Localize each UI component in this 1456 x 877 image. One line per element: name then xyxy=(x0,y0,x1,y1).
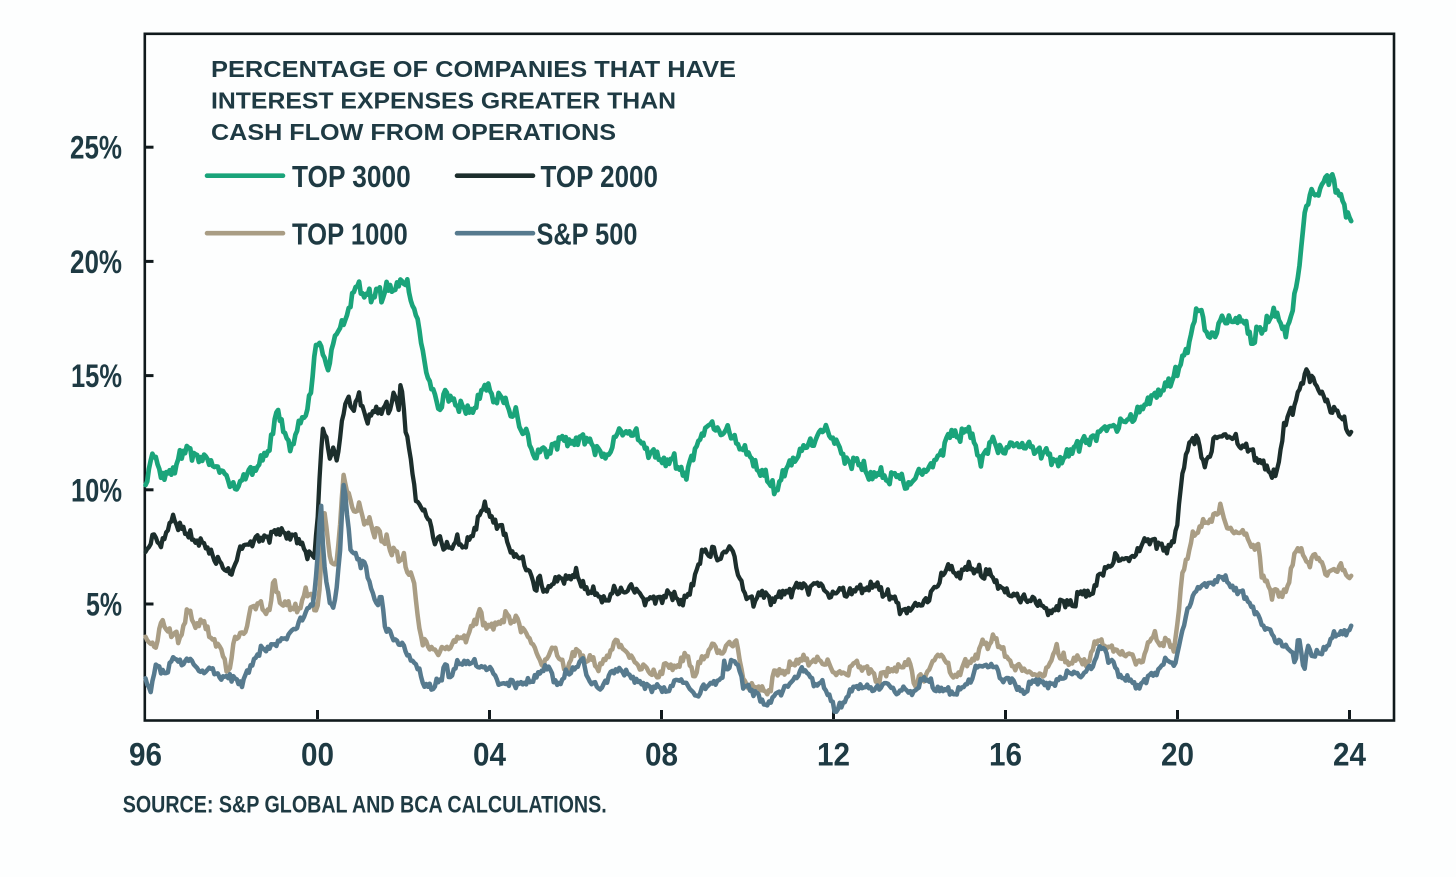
svg-text:25%: 25% xyxy=(70,130,122,166)
svg-text:12: 12 xyxy=(817,737,850,773)
svg-text:CASH FLOW FROM OPERATIONS: CASH FLOW FROM OPERATIONS xyxy=(211,119,616,145)
svg-text:TOP 1000: TOP 1000 xyxy=(292,217,408,252)
svg-text:10%: 10% xyxy=(71,472,122,508)
svg-text:00: 00 xyxy=(301,737,334,773)
svg-text:TOP 3000: TOP 3000 xyxy=(292,159,411,194)
svg-text:08: 08 xyxy=(645,737,678,773)
svg-text:SOURCE: S&P GLOBAL AND BCA CAL: SOURCE: S&P GLOBAL AND BCA CALCULATIONS. xyxy=(123,792,607,819)
svg-text:20: 20 xyxy=(1161,737,1194,773)
svg-text:S&P 500: S&P 500 xyxy=(537,217,638,252)
svg-text:TOP 2000: TOP 2000 xyxy=(541,159,658,194)
svg-text:15%: 15% xyxy=(71,358,122,394)
svg-text:24: 24 xyxy=(1333,737,1366,773)
svg-text:20%: 20% xyxy=(70,244,122,280)
svg-text:INTEREST EXPENSES GREATER THAN: INTEREST EXPENSES GREATER THAN xyxy=(211,88,676,114)
svg-text:96: 96 xyxy=(129,737,162,773)
svg-text:5%: 5% xyxy=(86,587,122,623)
svg-text:16: 16 xyxy=(989,737,1022,773)
svg-text:04: 04 xyxy=(473,737,506,773)
svg-text:PERCENTAGE OF COMPANIES THAT H: PERCENTAGE OF COMPANIES THAT HAVE xyxy=(211,56,736,82)
